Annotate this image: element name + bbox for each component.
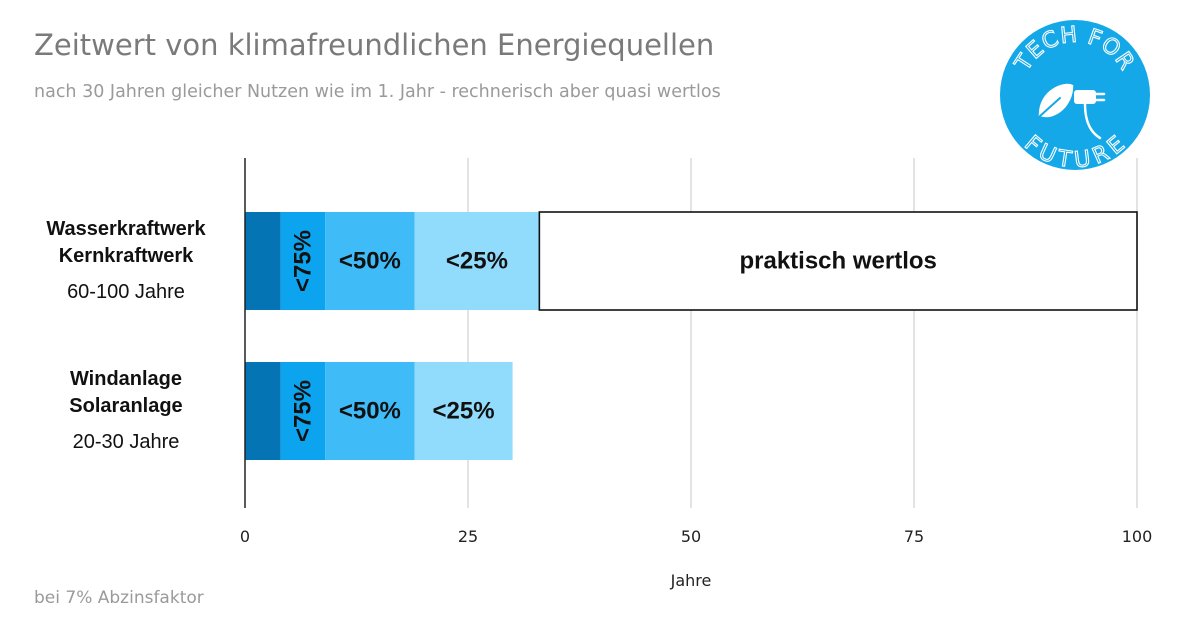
category-sublabel: 60-100 Jahre	[67, 281, 185, 303]
bar-segment	[280, 212, 326, 310]
bar-segment	[245, 212, 281, 310]
bar-segment	[325, 362, 415, 460]
bar-segment	[280, 362, 326, 460]
bar-segment	[325, 212, 415, 310]
category-sublabel: 20-30 Jahre	[73, 431, 180, 453]
x-tick-label: 50	[681, 527, 701, 546]
data-label: praktisch wertlos	[739, 248, 936, 275]
data-label: <50%	[339, 248, 401, 275]
category-label: Windanlage	[70, 368, 182, 390]
tech-for-future-logo: TECH FOR FUTURE	[1000, 20, 1150, 170]
x-tick-label: 0	[240, 527, 250, 546]
data-label: <75%	[289, 230, 316, 292]
data-label: <25%	[446, 248, 508, 275]
chart-title: Zeitwert von klimafreundlichen Energiequ…	[34, 28, 715, 62]
plug-leaf-icon	[1038, 83, 1106, 140]
category-label: Kernkraftwerk	[59, 245, 194, 267]
x-tick-label: 100	[1122, 527, 1153, 546]
category-label: Wasserkraftwerk	[46, 218, 206, 240]
bar-segment	[538, 211, 1138, 311]
x-axis-label: Jahre	[670, 571, 712, 590]
bar-segment	[414, 212, 540, 310]
bar-segment	[245, 362, 281, 460]
data-label: <75%	[289, 380, 316, 442]
bar-segment	[414, 362, 513, 460]
category-label: Solaranlage	[69, 395, 182, 417]
footnote: bei 7% Abzinsfaktor	[34, 588, 204, 608]
data-label: <25%	[433, 398, 495, 425]
x-tick-label: 75	[904, 527, 924, 546]
x-tick-label: 25	[458, 527, 478, 546]
chart-subtitle: nach 30 Jahren gleicher Nutzen wie im 1.…	[34, 82, 721, 102]
data-label: <50%	[339, 398, 401, 425]
